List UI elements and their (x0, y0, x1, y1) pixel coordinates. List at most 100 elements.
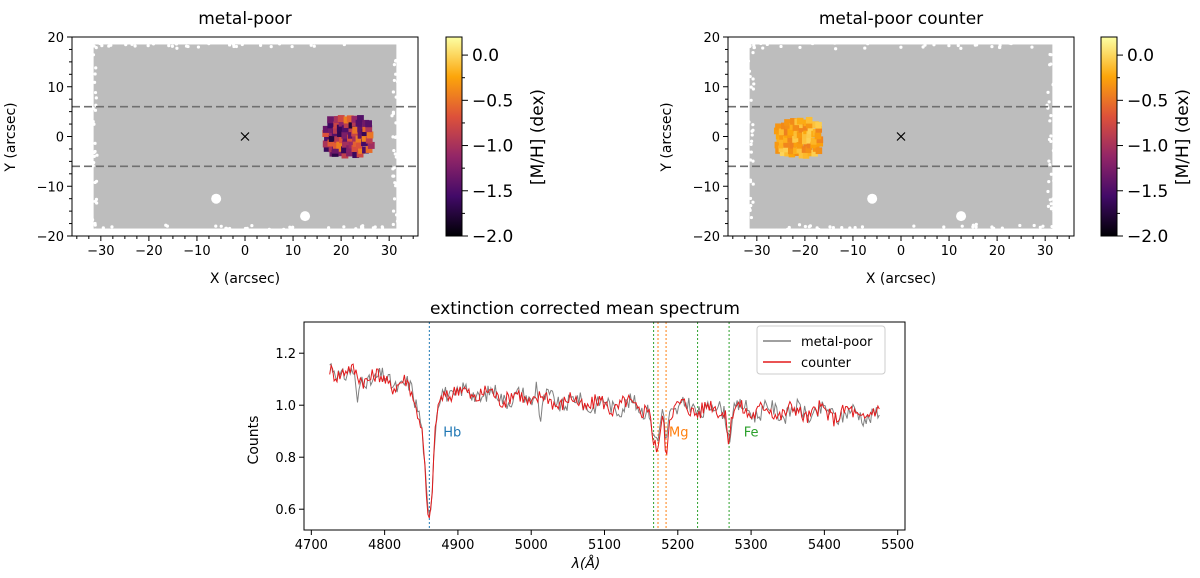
bin-cell (783, 128, 791, 136)
footprint-edge-point (748, 74, 752, 79)
bin-cell (793, 147, 800, 155)
footprint-edge-point (234, 44, 238, 49)
footprint-edge-point (749, 142, 753, 146)
bin-cell (352, 151, 360, 159)
footprint-edge-point (998, 45, 1002, 50)
footprint-edge-point (1049, 114, 1053, 118)
bin-cell (806, 136, 813, 144)
bin-cell (796, 146, 804, 153)
bin-cell (799, 121, 806, 129)
footprint-edge-point (174, 42, 179, 46)
footprint-edge-point (748, 196, 753, 201)
colorbar: 0.0 −0.5 −1.0 −1.5 −2.0 (1100, 36, 1168, 247)
footprint-edge-point (860, 225, 865, 229)
bin-cell (341, 125, 349, 133)
bin-cell (367, 141, 375, 149)
footprint-edge-point (947, 44, 951, 48)
bin-cell (351, 145, 359, 153)
bin-cell (802, 131, 809, 139)
bin-cell (323, 144, 331, 152)
footprint-edge-point (912, 224, 916, 228)
footprint-edge-point (92, 160, 96, 165)
y-tick-label: 0.8 (275, 451, 296, 466)
footprint-edge-point (747, 120, 751, 124)
bin-cell (784, 149, 791, 157)
bin-cell (339, 136, 346, 144)
x-tick-label: 30 (381, 244, 398, 259)
footprint-edge-point (750, 139, 754, 143)
bin-cell (783, 136, 790, 143)
bin-cell (356, 141, 363, 149)
spectrum-panel: extinction corrected mean spectrum 4700 4… (246, 299, 914, 572)
footprint-edge-point (394, 213, 399, 217)
footprint-edge-point (787, 225, 791, 230)
footprint-edge-point (975, 43, 979, 47)
bin-cell (792, 136, 799, 143)
bin-cell (816, 136, 824, 144)
y-tick-label: 10 (47, 81, 64, 96)
x-tick-label: −10 (183, 244, 210, 259)
footprint-edge-point (92, 154, 96, 158)
bin-cell (337, 130, 344, 138)
footprint-edge-point (990, 45, 994, 49)
footprint-edge-point (196, 45, 201, 49)
footprint-edge-point (748, 44, 752, 48)
footprint-edge-point (1047, 159, 1051, 163)
x-axis-label: λ(Å) (571, 555, 601, 572)
colorbar-tick-label: −0.5 (1127, 91, 1168, 111)
bin-cell (346, 149, 353, 157)
footprint-edge-point (267, 227, 271, 232)
footprint-edge-point (804, 228, 809, 232)
footprint-edge-point (828, 225, 832, 229)
map-title: metal-poor counter (819, 9, 983, 29)
spectrum-plot-area: 4700 4800 4900 5000 5100 5200 5300 5400 5500 1.2 1… (275, 321, 914, 553)
footprint-edge-point (747, 150, 751, 154)
footprint-edge-point (290, 226, 295, 230)
footprint-edge-point (258, 43, 263, 48)
bin-cell (796, 141, 804, 149)
y-tick-label: 10 (703, 81, 720, 96)
bin-cell (787, 136, 794, 143)
y-tick-label: −20 (37, 230, 64, 245)
footprint-edge-point (342, 225, 346, 229)
footprint-edge-point (219, 224, 223, 228)
y-axis-label: Counts (246, 416, 262, 465)
masked-star-hole (867, 193, 878, 204)
bin-cell (322, 130, 330, 137)
bin-cell (814, 132, 822, 140)
footprint-edge-point (354, 227, 358, 231)
bin-cell (348, 141, 356, 149)
footprint-edge-point (151, 42, 156, 46)
bin-cell (811, 149, 818, 157)
footprint-edge-point (746, 59, 751, 63)
footprint-edge-point (810, 41, 815, 46)
x-tick-label: −20 (791, 244, 818, 259)
bin-cell (779, 133, 786, 140)
x-tick-label: 5400 (808, 538, 841, 553)
bin-cell (783, 141, 790, 148)
colorbar-tick-label: 0.0 (1127, 46, 1154, 66)
center-marker-stroke (896, 132, 906, 141)
footprint-edge-point (393, 181, 397, 185)
footprint-edge-point (93, 223, 97, 227)
footprint-edge-point (749, 85, 753, 89)
footprint-edge-point (1050, 224, 1054, 229)
bin-cell (792, 124, 800, 131)
bin-cell (806, 141, 814, 149)
footprint-edge-point (752, 45, 756, 50)
bin-cell (778, 145, 786, 153)
bin-cell (806, 131, 814, 138)
footprint-edge-point (751, 51, 755, 55)
footprint-edge-point (774, 228, 778, 232)
bin-cell (351, 115, 359, 123)
footprint-edge-point (749, 215, 754, 220)
x-tick-label: −30 (87, 244, 114, 259)
colorbar-label: [M/H] (dex) (1173, 89, 1193, 185)
x-tick-label: −30 (743, 244, 770, 259)
footprint-edge-point (250, 224, 254, 228)
masked-star-hole (956, 211, 967, 222)
bin-cell (327, 116, 334, 124)
footprint-edge-point (1046, 90, 1050, 94)
footprint-edge-point (751, 123, 755, 127)
